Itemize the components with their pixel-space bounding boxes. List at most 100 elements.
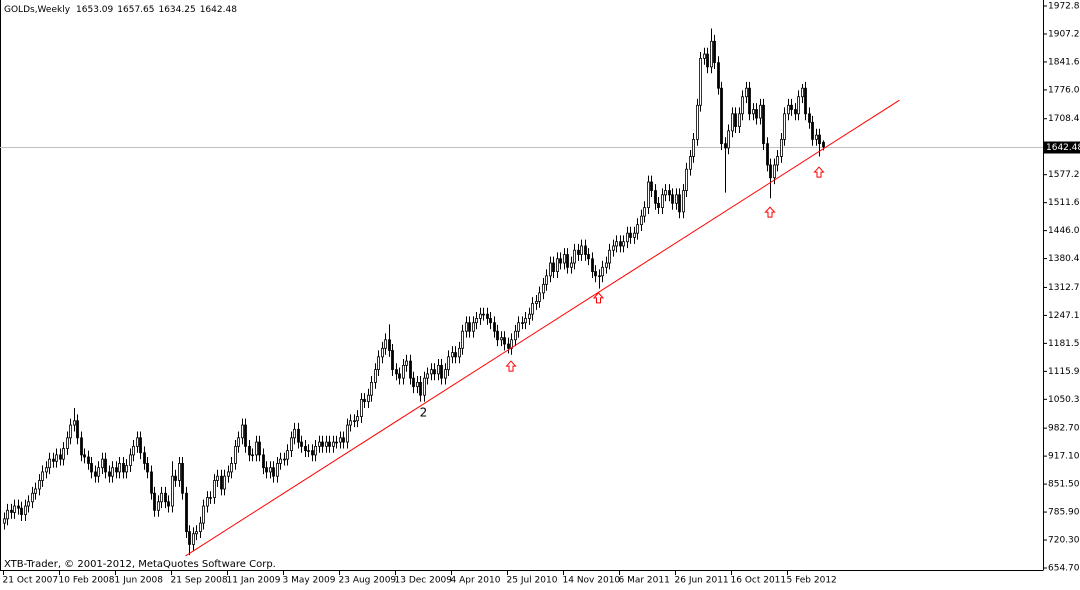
candle-body — [759, 104, 762, 119]
candle-body — [349, 420, 352, 426]
candle-body — [591, 258, 594, 272]
y-tick-label: 1907.25 — [1048, 29, 1080, 39]
y-tick-label: 1841.65 — [1048, 57, 1080, 67]
y-tick-label: 1708.45 — [1048, 114, 1080, 124]
candle-body — [773, 164, 776, 179]
candle-body — [62, 448, 65, 460]
candle-body — [633, 232, 636, 238]
candle-body — [115, 467, 118, 473]
candle-body — [405, 360, 408, 366]
candle-body — [153, 492, 156, 511]
candle-body — [552, 262, 555, 272]
candle-body — [80, 437, 83, 456]
candle-body — [59, 454, 62, 460]
x-tick-label: 6 Mar 2011 — [619, 576, 670, 586]
candle-body — [55, 454, 58, 462]
annotation: 2 — [420, 406, 428, 420]
candle-body — [237, 437, 240, 447]
current-price-label: 1642.48 — [1046, 143, 1080, 153]
candle-body — [461, 330, 464, 349]
candle-body — [192, 533, 195, 545]
candle-body — [234, 445, 237, 464]
candle-body — [402, 364, 405, 379]
arrow-marker — [592, 292, 605, 304]
candle-body — [622, 241, 625, 247]
candle-body — [745, 87, 748, 98]
candle-body — [241, 424, 244, 439]
candle-body — [720, 87, 723, 145]
candle-body — [738, 113, 741, 127]
x-tick-label: 3 May 2009 — [283, 576, 336, 586]
candle-body — [675, 194, 678, 204]
x-tick-label: 21 Oct 2007 — [3, 576, 59, 586]
candle-body — [332, 441, 335, 447]
candle-body — [307, 450, 310, 452]
symbol: GOLDs,Weekly — [4, 5, 71, 15]
candle-body — [451, 352, 454, 358]
x-tick-label: 16 Oct 2011 — [731, 576, 787, 586]
x-tick-label: 10 Feb 2008 — [59, 576, 115, 586]
candle-body — [13, 505, 16, 513]
header: GOLDs,Weekly 1653.09 1657.65 1634.25 1642.48 — [4, 5, 237, 15]
candle-body — [458, 347, 461, 358]
candle-body — [479, 313, 482, 319]
candle-body — [391, 350, 394, 371]
y-tick-label: 1312.75 — [1048, 283, 1080, 293]
candle-body — [290, 437, 293, 452]
candle-body — [87, 456, 90, 464]
candle-body — [122, 463, 125, 473]
y-tick-label: 917.10 — [1048, 452, 1080, 462]
candle-body — [689, 156, 692, 170]
candle-body — [755, 109, 758, 119]
candle-body — [664, 190, 667, 196]
candle-body — [188, 531, 191, 545]
candle-body — [230, 463, 233, 473]
candle-body — [356, 416, 359, 422]
candle-body — [125, 465, 128, 473]
candle-body — [199, 522, 202, 533]
candle-body — [619, 241, 622, 247]
candle-body — [318, 441, 321, 447]
candle-body — [629, 232, 632, 238]
candle-body — [45, 467, 48, 473]
candle-body — [573, 249, 576, 264]
candle-body — [472, 322, 475, 332]
x-tick-label: 23 Aug 2009 — [339, 576, 397, 586]
candle-body — [374, 369, 377, 383]
candle-body — [174, 475, 177, 481]
candle-body — [626, 232, 629, 243]
candle-body — [734, 113, 737, 127]
copyright: XTB-Trader, © 2001-2012, MetaQuotes Soft… — [4, 559, 276, 570]
candle-body — [346, 424, 349, 443]
candle-body — [521, 322, 524, 324]
candle-body — [111, 467, 114, 477]
candle-body — [160, 492, 163, 503]
candle-body — [811, 121, 814, 140]
candle-body — [283, 458, 286, 461]
y-tick-label: 1577.20 — [1048, 170, 1080, 180]
candle-body — [195, 531, 198, 535]
candle-body — [668, 190, 671, 196]
candle-body — [286, 450, 289, 460]
arrow-marker — [505, 360, 517, 372]
x-tick-label: 1 Jun 2008 — [115, 576, 164, 586]
y-tick-label: 1972.85 — [1048, 2, 1080, 12]
candle-body — [314, 445, 317, 456]
candle-body — [514, 330, 517, 341]
y-tick-label: 1181.55 — [1048, 339, 1080, 349]
candle-body — [430, 369, 433, 375]
candle-body — [367, 394, 370, 402]
candle-body — [570, 262, 573, 268]
candle-body — [150, 471, 153, 494]
y-tick-label: 1446.00 — [1048, 226, 1080, 236]
candle-body — [279, 458, 282, 464]
candle-body — [384, 339, 387, 349]
y-tick-label: 982.70 — [1048, 424, 1080, 434]
candle-body — [787, 104, 790, 115]
candle-body — [797, 96, 800, 115]
candle-body — [426, 373, 429, 379]
candle-body — [412, 377, 415, 388]
candle-body — [220, 475, 223, 490]
candle-body — [608, 249, 611, 264]
candle-body — [710, 40, 713, 68]
